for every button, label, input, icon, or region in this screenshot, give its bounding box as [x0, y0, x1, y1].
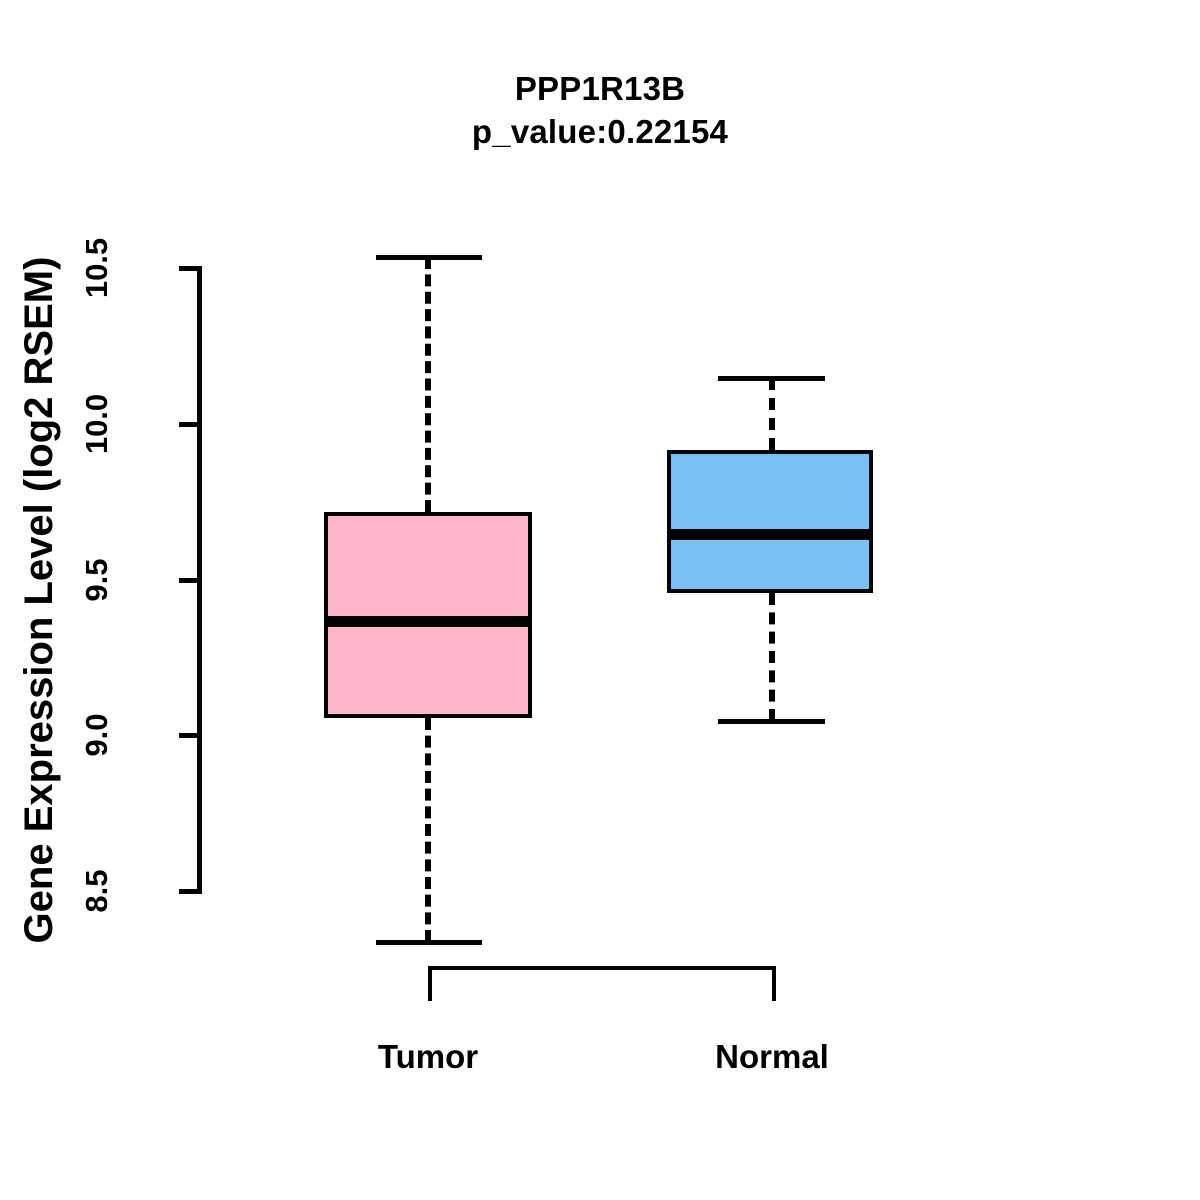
box-rect — [667, 449, 873, 594]
x-axis-tick-label-normal: Normal — [715, 1038, 829, 1075]
y-axis-tick — [179, 733, 197, 739]
y-axis-tick-label: 8.5 — [79, 869, 114, 913]
chart-subtitle-pvalue: p_value:0.22154 — [471, 113, 729, 150]
y-axis-tick — [179, 889, 197, 894]
y-axis-tick — [179, 577, 197, 583]
y-axis-tick — [179, 266, 197, 271]
x-axis-tick — [428, 966, 432, 1001]
box-rect — [324, 512, 532, 718]
chart-title-block: PPP1R13B p_value:0.22154 — [0, 68, 1200, 154]
whisker-lower — [425, 717, 431, 942]
median-line — [324, 616, 532, 628]
median-line — [667, 528, 873, 540]
whisker-lower — [769, 593, 775, 721]
x-axis-line — [428, 966, 776, 970]
y-axis-line — [197, 266, 202, 894]
x-axis-tick-label-tumor: Tumor — [377, 1038, 479, 1075]
whisker-cap-lower — [718, 718, 825, 724]
y-axis-tick-label: 10.0 — [79, 393, 114, 454]
page-title: PPP1R13B — [514, 70, 686, 107]
y-axis-tick — [179, 421, 197, 427]
y-axis-title: Gene Expression Level (log2 RSEM) — [17, 256, 61, 944]
whisker-cap-upper — [718, 376, 825, 382]
x-axis-tick — [772, 966, 776, 1001]
whisker-upper — [425, 256, 431, 513]
y-axis-tick-label: 9.0 — [79, 713, 114, 757]
y-axis-tick-label: 10.5 — [79, 237, 114, 299]
y-axis-tick-label: 9.5 — [79, 557, 114, 602]
whisker-cap-lower — [376, 939, 482, 945]
whisker-upper — [769, 378, 775, 450]
whisker-cap-upper — [376, 254, 482, 260]
